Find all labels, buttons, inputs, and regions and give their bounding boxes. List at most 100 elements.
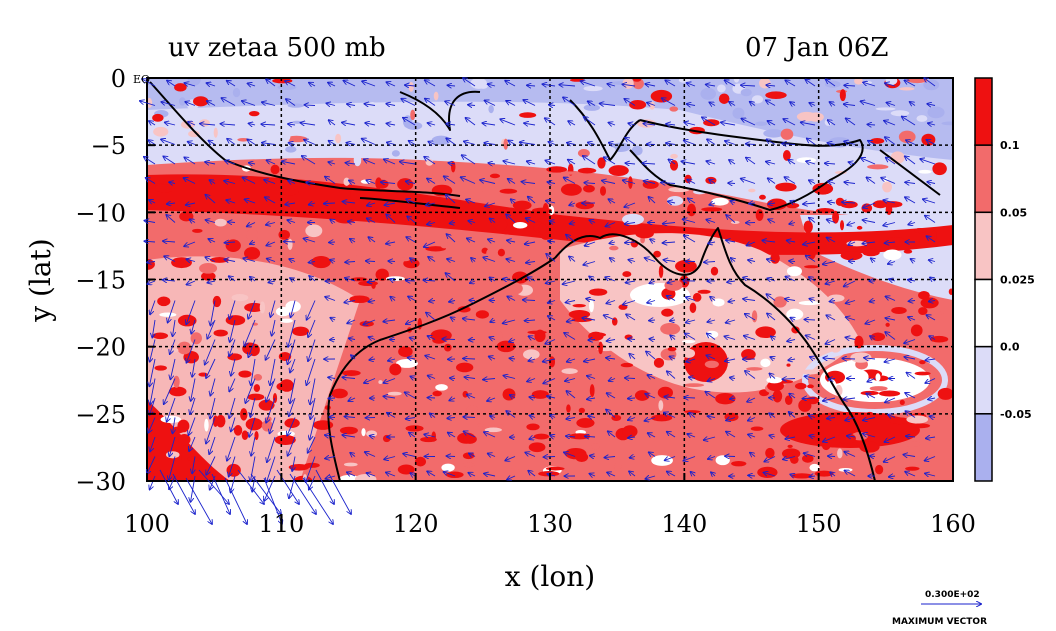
wind-vector bbox=[267, 259, 276, 262]
field-speck bbox=[658, 265, 664, 279]
wind-vector bbox=[743, 277, 756, 282]
field-speck bbox=[588, 288, 608, 296]
wind-vector bbox=[810, 357, 816, 359]
colorbar-swatch bbox=[974, 413, 993, 482]
wind-vector bbox=[527, 161, 536, 164]
wind-vector bbox=[866, 177, 876, 184]
wind-vector bbox=[885, 318, 896, 320]
field-speck bbox=[890, 110, 910, 117]
field-speck bbox=[711, 197, 729, 206]
wind-vector bbox=[289, 397, 296, 416]
wind-vector bbox=[726, 240, 736, 242]
field-speck bbox=[799, 369, 820, 375]
field-speck bbox=[244, 302, 265, 313]
x-tick-label: 150 bbox=[796, 510, 842, 538]
wind-vector bbox=[430, 413, 436, 417]
wind-vector bbox=[205, 257, 216, 262]
field-speck bbox=[254, 430, 259, 441]
wind-vector bbox=[167, 203, 176, 204]
wind-vector bbox=[159, 469, 178, 504]
wind-vector bbox=[884, 121, 896, 126]
field-speck bbox=[214, 218, 227, 227]
wind-vector bbox=[150, 378, 156, 405]
wind-vector bbox=[730, 398, 736, 399]
wind-vector bbox=[347, 104, 356, 105]
wind-vector bbox=[186, 281, 196, 285]
wind-vector bbox=[383, 320, 396, 322]
wind-vector bbox=[785, 277, 796, 282]
field-speck bbox=[445, 471, 464, 479]
wind-vector bbox=[381, 182, 396, 183]
wind-vector bbox=[925, 216, 936, 223]
wind-vector bbox=[503, 376, 516, 379]
wind-vector bbox=[910, 102, 916, 106]
wind-vector bbox=[927, 104, 936, 106]
wind-vector bbox=[649, 320, 656, 321]
wind-vector bbox=[902, 117, 916, 126]
field-speck bbox=[225, 239, 241, 252]
wind-vector bbox=[843, 398, 856, 399]
wind-vector bbox=[503, 161, 516, 164]
wind-vector bbox=[164, 256, 176, 262]
wind-vector bbox=[407, 216, 416, 223]
wind-vector bbox=[650, 239, 655, 242]
wind-vector bbox=[186, 203, 196, 205]
field-speck bbox=[246, 229, 259, 241]
wind-vector bbox=[806, 335, 816, 340]
wind-vector bbox=[450, 223, 456, 224]
wind-vector bbox=[302, 156, 316, 165]
wind-vector bbox=[625, 378, 636, 379]
field-speck bbox=[405, 425, 424, 432]
wind-vector bbox=[467, 238, 476, 242]
wind-vector bbox=[528, 197, 536, 204]
colorbar-label: 0.1 bbox=[1000, 139, 1020, 152]
wind-vector bbox=[569, 256, 576, 262]
wind-vector bbox=[329, 141, 336, 145]
field-speck bbox=[292, 326, 310, 336]
field-speck bbox=[572, 303, 586, 308]
wind-vector bbox=[169, 182, 176, 183]
wind-vector bbox=[648, 375, 656, 378]
wind-vector bbox=[506, 214, 516, 223]
wind-vector bbox=[328, 377, 336, 378]
wind-vector bbox=[529, 336, 536, 339]
wind-vector bbox=[227, 81, 236, 87]
wind-vector bbox=[827, 418, 836, 419]
wind-vector bbox=[911, 259, 915, 262]
wind-vector bbox=[624, 202, 636, 207]
wind-vector bbox=[463, 319, 476, 320]
wind-vector bbox=[566, 301, 576, 303]
wind-vector bbox=[885, 397, 896, 402]
wind-vector bbox=[908, 223, 916, 225]
wind-vector bbox=[442, 339, 456, 340]
wind-vector bbox=[886, 158, 896, 165]
wind-vector bbox=[863, 82, 876, 87]
field-speck bbox=[435, 384, 448, 391]
field-speck bbox=[845, 366, 862, 378]
wind-vector bbox=[725, 80, 736, 87]
wind-vector bbox=[167, 81, 176, 87]
field-speck bbox=[280, 318, 293, 323]
wind-vector bbox=[304, 140, 316, 145]
field-speck bbox=[397, 178, 414, 191]
wind-vector bbox=[173, 319, 175, 336]
wind-vector bbox=[325, 476, 336, 479]
wind-vector bbox=[167, 397, 176, 422]
wind-vector bbox=[687, 434, 696, 437]
x-tick-label: 100 bbox=[124, 510, 170, 538]
wind-vector bbox=[567, 320, 576, 322]
field-speck bbox=[462, 390, 469, 398]
wind-vector bbox=[702, 117, 716, 126]
wind-vector bbox=[210, 397, 216, 418]
wind-vector bbox=[484, 432, 496, 438]
wind-vector bbox=[766, 100, 776, 106]
wind-vector bbox=[291, 300, 296, 318]
field-speck bbox=[911, 423, 931, 429]
wind-vector bbox=[768, 121, 776, 125]
field-speck bbox=[599, 186, 607, 196]
wind-vector bbox=[425, 99, 436, 106]
wind-vector bbox=[766, 139, 776, 145]
wind-vector bbox=[645, 258, 656, 262]
wind-vector bbox=[369, 301, 376, 302]
field-speck bbox=[378, 380, 383, 384]
